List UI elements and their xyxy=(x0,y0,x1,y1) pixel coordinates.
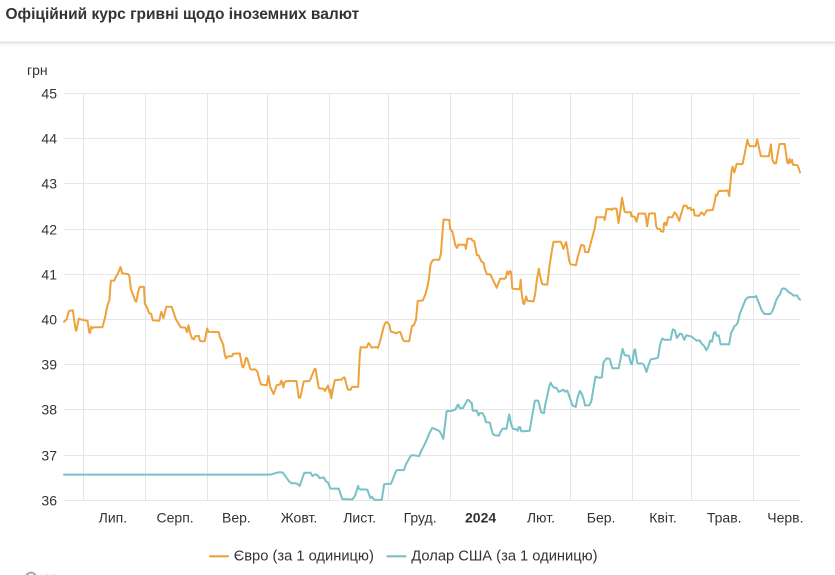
svg-text:Трав.: Трав. xyxy=(707,510,742,526)
svg-text:41: 41 xyxy=(41,266,57,282)
svg-text:44: 44 xyxy=(41,130,57,146)
svg-text:Серп.: Серп. xyxy=(157,510,194,526)
svg-text:2024: 2024 xyxy=(465,510,496,526)
svg-text:Бер.: Бер. xyxy=(587,510,616,526)
svg-text:43: 43 xyxy=(41,175,57,191)
svg-text:Лип.: Лип. xyxy=(99,510,127,526)
svg-text:грн: грн xyxy=(27,62,48,78)
svg-text:Жовт.: Жовт. xyxy=(281,510,317,526)
svg-text:Черв.: Черв. xyxy=(767,510,803,526)
svg-text:37: 37 xyxy=(41,447,57,463)
svg-text:Вер.: Вер. xyxy=(222,510,251,526)
svg-text:Квіт.: Квіт. xyxy=(649,510,676,526)
svg-text:Євро (за 1 одиницю): Євро (за 1 одиницю) xyxy=(234,549,374,565)
svg-text:36: 36 xyxy=(41,492,57,508)
svg-text:42: 42 xyxy=(41,221,57,237)
svg-text:39: 39 xyxy=(41,356,57,372)
svg-text:Лют.: Лют. xyxy=(527,510,555,526)
svg-text:Груд.: Груд. xyxy=(404,510,437,526)
svg-text:Офіційний курс гривні щодо іно: Офіційний курс гривні щодо іноземних вал… xyxy=(6,6,360,23)
svg-text:Долар США (за 1 одиницю): Долар США (за 1 одиницю) xyxy=(411,549,597,565)
svg-text:40: 40 xyxy=(41,311,57,327)
svg-text:45: 45 xyxy=(41,85,57,101)
svg-text:Лист.: Лист. xyxy=(343,510,376,526)
svg-text:38: 38 xyxy=(41,401,57,417)
